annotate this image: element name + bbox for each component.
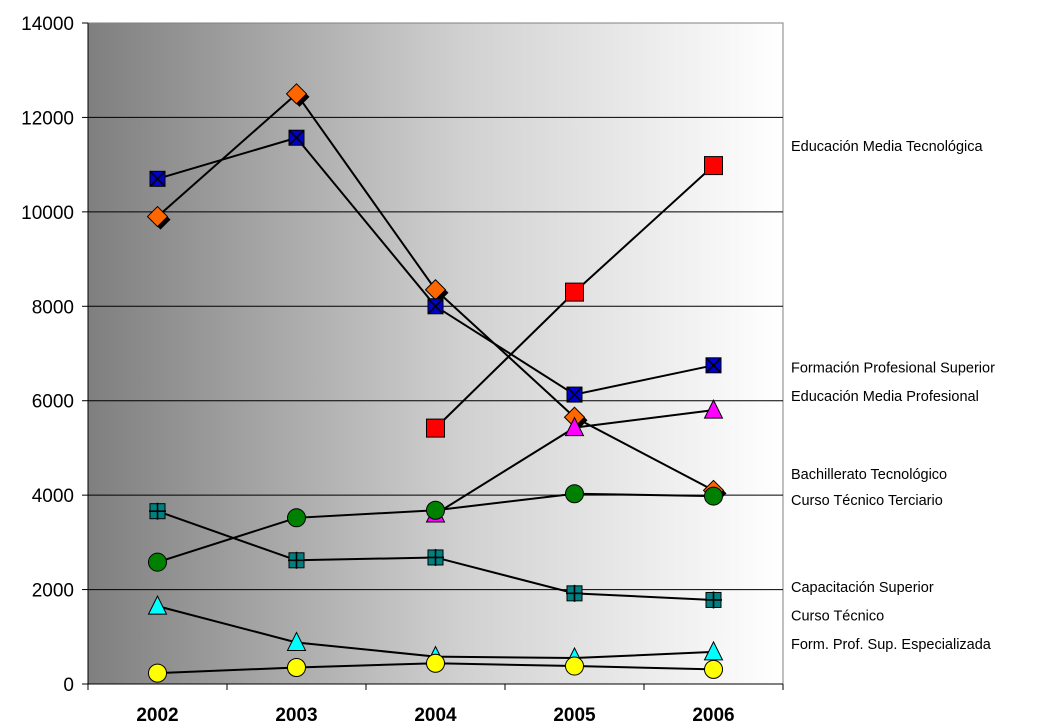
legend-entry-4: Curso Técnico Terciario [791,493,943,509]
y-axis-ticks: 0 2000 4000 6000 8000 10000 12000 14000 [21,14,88,696]
y-tick-label-4: 8000 [32,297,74,318]
y-tick-label-5: 10000 [21,203,74,224]
series-1-point-2005-x2 [566,386,583,403]
legend-entry-0: Educación Media Tecnológica [791,139,984,155]
series-1-point-2004-x2 [427,298,444,315]
series-1-point-2002-x2 [149,170,166,187]
y-tick-label-7: 14000 [21,14,74,35]
series-4-point-2003 [287,508,306,528]
series-4-point-2004 [426,500,445,520]
series-6-point-2002 [147,594,168,615]
y-tick-label-1: 2000 [32,581,74,602]
series-layer [146,83,727,683]
legend-entry-3: Bachillerato Tecnológico [791,467,947,483]
series-2-point-2005 [565,282,584,302]
series-6-point-2003 [286,631,307,651]
y-tick-label-3: 6000 [32,392,74,413]
series-3-point-2005 [564,416,585,437]
series-0-point-2003 [285,83,308,105]
series-4 [148,484,723,572]
legend: Educación Media Tecnológica Formación Pro… [791,139,995,653]
legend-entry-1: Formación Profesional Superior [791,361,995,377]
series-7-point-2004 [426,653,445,673]
series-0-point-2002 [146,205,169,228]
plot-area [87,22,784,685]
series-1-point-2003-x2 [288,129,305,146]
series-7-point-2005 [565,656,584,676]
series-2-point-2004 [426,418,445,438]
series-4-point-2002 [148,552,167,572]
series-2 [426,156,723,438]
y-tick-label-2: 4000 [32,486,74,507]
x-tick-label-2006: 2006 [692,705,734,726]
x-axis-ticks: 2002 2003 2004 2005 2006 [87,684,784,726]
series-5 [149,502,722,609]
y-tick-label-6: 12000 [21,108,74,129]
series-7 [148,653,723,683]
series-3-point-2006 [703,399,724,419]
series-1 [149,129,722,403]
series-7-point-2003 [287,657,306,677]
gridlines [88,116,783,591]
x-tick-label-2002: 2002 [136,705,178,726]
series-4-point-2006 [704,486,723,506]
x-tick-label-2003: 2003 [275,705,317,726]
series-4-point-2005 [565,484,584,504]
legend-entry-7: Form. Prof. Sup. Especializada [791,637,992,653]
y-tick-label-0: 0 [63,675,74,696]
series-7-point-2002 [148,663,167,683]
series-1-point-2006-x2 [705,357,722,374]
series-7-point-2006 [704,659,723,679]
series-2-point-2006 [704,156,723,176]
legend-entry-2: Educación Media Profesional [791,389,979,405]
x-tick-label-2005: 2005 [553,705,596,726]
x-tick-label-2004: 2004 [414,705,457,726]
legend-entry-6: Curso Técnico [791,609,884,625]
legend-entry-5: Capacitación Superior [791,580,934,596]
axes [87,23,783,685]
